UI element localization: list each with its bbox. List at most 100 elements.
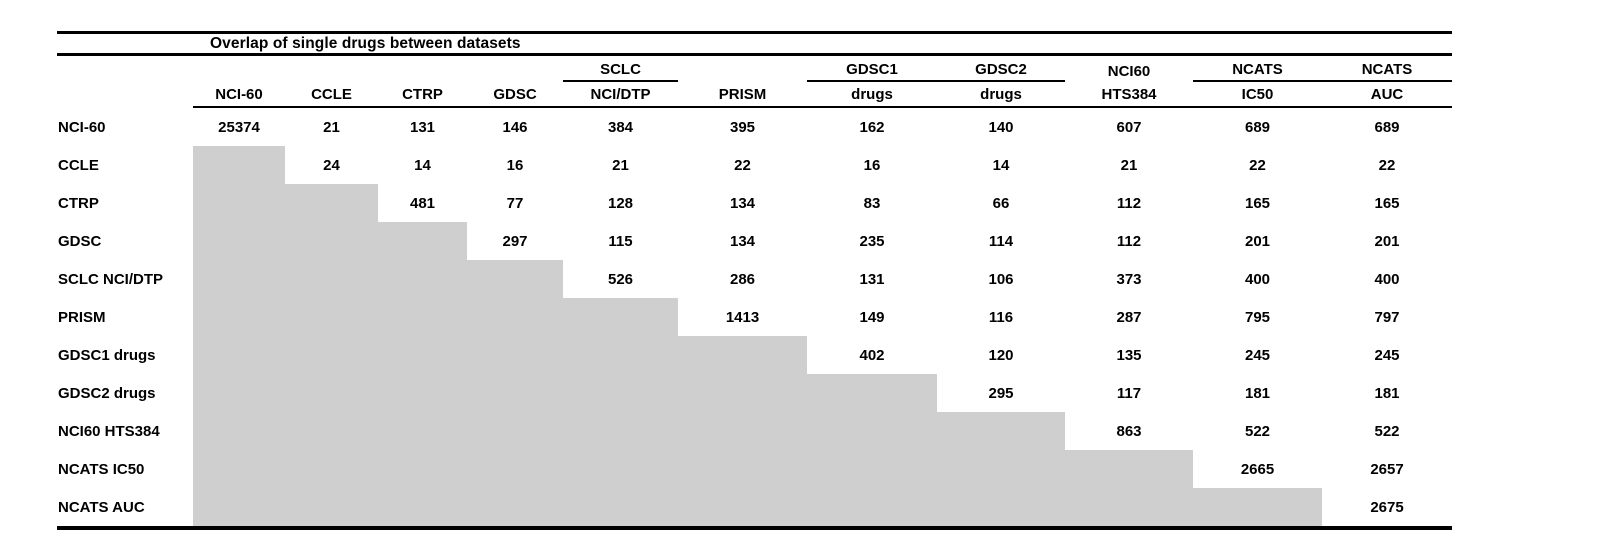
triangle-fill-cell	[807, 374, 937, 412]
overlap-count-cell: 134	[729, 232, 756, 250]
overlap-count-cell: 245	[1374, 346, 1400, 364]
triangle-fill-cell	[285, 488, 378, 526]
overlap-count-cell: 120	[988, 346, 1014, 364]
column-group-header	[285, 56, 378, 82]
drug-overlap-matrix-table: Overlap of single drugs between datasets…	[57, 31, 1452, 530]
overlap-count-cell: 181	[1374, 384, 1400, 402]
overlap-count-cell: 112	[1116, 194, 1142, 212]
overlap-count-cell: 140	[988, 118, 1014, 136]
column-header: CTRP	[378, 82, 467, 108]
triangle-fill-cell	[285, 450, 378, 488]
overlap-count-cell: 66	[992, 194, 1010, 212]
triangle-fill-cell	[193, 336, 285, 374]
overlap-count-cell: 106	[988, 270, 1014, 288]
overlap-count-cell: 607	[1116, 118, 1142, 136]
overlap-count-cell: 16	[863, 156, 881, 174]
column-group-header	[193, 56, 285, 82]
overlap-count-cell: 2665	[1240, 460, 1275, 478]
triangle-fill-cell	[285, 184, 378, 222]
overlap-count-cell: 201	[1374, 232, 1400, 250]
triangle-fill-cell	[678, 374, 807, 412]
triangle-fill-cell	[807, 412, 937, 450]
overlap-count-cell: 2675	[1370, 498, 1404, 516]
triangle-fill-cell	[467, 336, 563, 374]
triangle-fill-cell	[285, 336, 378, 374]
row-label: NCI-60	[58, 118, 106, 136]
column-header: drugs	[937, 82, 1065, 108]
row-label: CCLE	[58, 156, 99, 174]
overlap-count-cell: 481	[409, 194, 436, 212]
triangle-fill-cell	[378, 260, 467, 298]
overlap-count-cell: 165	[1374, 194, 1400, 212]
overlap-count-cell: 134	[729, 194, 756, 212]
triangle-fill-cell	[193, 222, 285, 260]
overlap-count-cell: 286	[729, 270, 756, 288]
overlap-count-cell: 25374	[218, 118, 260, 136]
column-header: HTS384	[1065, 82, 1193, 108]
overlap-count-cell: 146	[502, 118, 528, 136]
overlap-count-cell: 149	[859, 308, 885, 326]
overlap-count-cell: 235	[859, 232, 885, 250]
overlap-count-cell: 522	[1244, 422, 1271, 440]
overlap-count-cell: 689	[1374, 118, 1400, 136]
triangle-fill-cell	[467, 298, 563, 336]
overlap-count-cell: 22	[1378, 156, 1396, 174]
triangle-fill-cell	[378, 412, 467, 450]
overlap-count-cell: 373	[1116, 270, 1142, 288]
column-header: IC50	[1193, 82, 1322, 108]
column-header: AUC	[1322, 82, 1452, 108]
column-header-row: NCI-60 CCLE CTRP GDSC NCI/DTP PRISM drugs drugs…	[57, 82, 1452, 108]
triangle-fill-cell	[467, 374, 563, 412]
triangle-fill-cell	[193, 374, 285, 412]
table-row: PRISM 1413 149 116 287 795 797	[57, 298, 1452, 336]
triangle-fill-cell	[937, 412, 1065, 450]
overlap-count-cell: 297	[502, 232, 528, 250]
table-title-row: Overlap of single drugs between datasets	[57, 34, 1452, 56]
overlap-count-cell: 16	[506, 156, 524, 174]
table-row: NCATS AUC 2675	[57, 488, 1452, 526]
row-label: NCATS IC50	[58, 460, 145, 478]
overlap-count-cell: 1413	[725, 308, 760, 326]
column-group-header: NCI60	[1107, 63, 1151, 80]
overlap-count-cell: 77	[506, 194, 524, 212]
triangle-fill-cell	[193, 184, 285, 222]
column-group-header-row: SCLC GDSC1 GDSC2 NCI60 NCATS NCATS	[57, 56, 1452, 82]
triangle-fill-cell	[378, 336, 467, 374]
triangle-fill-cell	[193, 298, 285, 336]
triangle-fill-cell	[285, 412, 378, 450]
column-header: CCLE	[285, 82, 378, 108]
overlap-count-cell: 245	[1244, 346, 1271, 364]
triangle-fill-cell	[563, 374, 678, 412]
overlap-count-cell: 165	[1244, 194, 1271, 212]
triangle-fill-cell	[563, 450, 678, 488]
overlap-count-cell: 384	[607, 118, 634, 136]
overlap-count-cell: 395	[729, 118, 756, 136]
row-label: GDSC1 drugs	[58, 346, 156, 364]
triangle-fill-cell	[937, 450, 1065, 488]
triangle-fill-cell	[937, 488, 1065, 526]
row-label: CTRP	[58, 194, 99, 212]
row-label: SCLC NCI/DTP	[58, 270, 163, 288]
triangle-fill-cell	[1065, 488, 1193, 526]
row-label: GDSC2 drugs	[58, 384, 156, 402]
triangle-fill-cell	[378, 488, 467, 526]
triangle-fill-cell	[467, 412, 563, 450]
table-row: GDSC2 drugs 295 117 181 181	[57, 374, 1452, 412]
column-group-header: GDSC2	[937, 56, 1065, 82]
triangle-fill-cell	[563, 412, 678, 450]
overlap-count-cell: 112	[1116, 232, 1142, 250]
overlap-count-cell: 21	[612, 156, 629, 174]
triangle-fill-cell	[378, 222, 467, 260]
triangle-fill-cell	[193, 412, 285, 450]
overlap-count-cell: 131	[409, 118, 436, 136]
overlap-count-cell: 295	[988, 384, 1014, 402]
overlap-count-cell: 115	[608, 232, 633, 250]
row-label: NCI60 HTS384	[58, 422, 160, 440]
overlap-count-cell: 201	[1244, 232, 1271, 250]
overlap-count-cell: 526	[607, 270, 634, 288]
overlap-count-cell: 116	[988, 308, 1014, 326]
overlap-count-cell: 128	[607, 194, 634, 212]
table-title: Overlap of single drugs between datasets	[210, 34, 521, 52]
overlap-count-cell: 21	[323, 118, 340, 136]
row-label: GDSC	[58, 232, 102, 250]
